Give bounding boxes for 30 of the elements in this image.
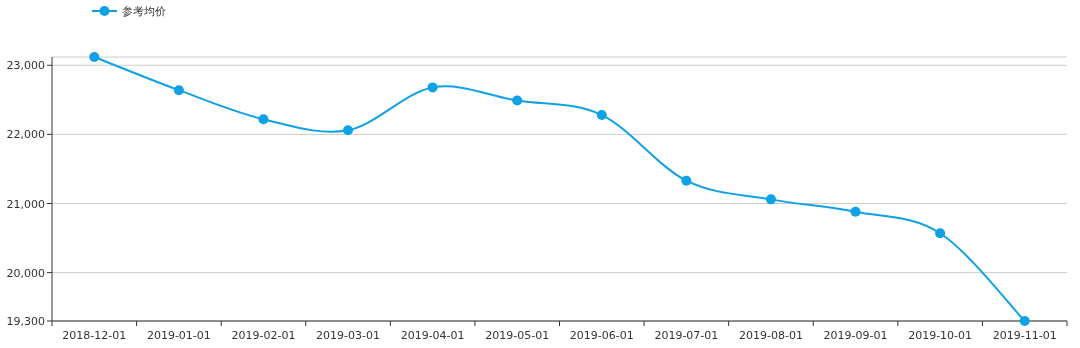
x-tick-label: 2019-09-01 bbox=[823, 329, 888, 342]
x-tick-label: 2019-08-01 bbox=[738, 329, 803, 342]
y-tick-label: 21,000 bbox=[6, 197, 45, 211]
point bbox=[1019, 316, 1030, 326]
x-tick-label: 2019-03-01 bbox=[316, 329, 381, 342]
x-tick-label: 2019-11-01 bbox=[992, 329, 1057, 342]
point bbox=[765, 194, 776, 205]
y-tick-label: 23,000 bbox=[6, 59, 45, 73]
x-tick-label: 2019-05-01 bbox=[485, 329, 550, 342]
point bbox=[850, 206, 861, 217]
y-tick-label: 20,000 bbox=[6, 266, 45, 280]
point bbox=[173, 85, 184, 96]
x-tick-label: 2019-07-01 bbox=[654, 329, 719, 342]
y-tick-label: 19,300 bbox=[6, 315, 45, 328]
point bbox=[343, 125, 354, 136]
x-tick-label: 2019-02-01 bbox=[231, 329, 296, 342]
point bbox=[258, 114, 269, 125]
x-tick-label: 2019-06-01 bbox=[569, 329, 634, 342]
x-tick-label: 2019-04-01 bbox=[400, 329, 465, 342]
x-tick-label: 2019-10-01 bbox=[908, 329, 973, 342]
legend-label: 参考均价 bbox=[122, 5, 166, 18]
x-tick-label: 2019-01-01 bbox=[146, 329, 211, 342]
point bbox=[427, 82, 438, 93]
y-tick-label: 22,000 bbox=[6, 128, 45, 142]
point bbox=[596, 110, 607, 121]
point bbox=[681, 175, 692, 186]
point bbox=[89, 52, 100, 62]
point bbox=[512, 95, 523, 106]
point bbox=[935, 228, 946, 239]
x-tick-label: 2018-12-01 bbox=[62, 329, 127, 342]
